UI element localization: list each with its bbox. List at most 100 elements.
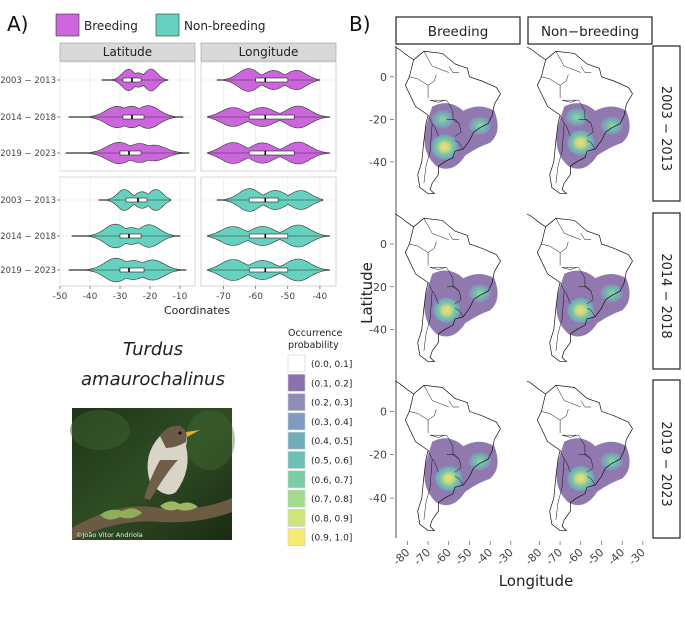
density-hotspot [468,116,491,135]
box-iqr [248,114,295,120]
country-border [555,291,565,352]
density-hotspot [600,284,623,303]
map-r2-c0 [394,380,501,532]
country-border [541,243,561,266]
occurrence-swatch-4 [287,431,306,450]
country-border [430,434,454,455]
country-border [562,267,577,270]
country-border [446,286,460,292]
density-hotspot [565,108,588,127]
bird-eye [178,431,182,435]
map-x-tick-label: -60 [432,546,454,568]
country-border [448,65,460,73]
country-border [423,385,449,408]
central-america-outline [526,46,546,61]
x-axis-label: Coordinates [164,304,230,317]
x-tick-label: -50 [53,292,68,302]
map-y-tick-label: 0 [380,238,387,251]
box-iqr [255,77,289,83]
map-row-strip-2: 2019 − 2023 [652,379,681,539]
country-border [555,51,581,73]
country-border [427,241,437,253]
country-border [409,76,429,98]
x-tick-label: -40 [83,292,98,302]
map-x-tick-label: -80 [523,546,545,568]
country-border [423,459,433,520]
country-border [423,123,433,184]
legend-label-1: Non-breeding [184,19,265,33]
density-hotspot [433,464,464,493]
box-iqr [248,150,295,156]
density-hotspot [429,132,460,161]
central-america-outline [394,213,414,228]
violin-panel-1-0 [59,176,196,287]
box-iqr [119,233,142,239]
country-border [409,243,429,266]
country-border [430,267,454,287]
occurrence-swatch-0 [287,354,306,373]
country-border [559,114,571,137]
violin-panel-0-1 [200,61,337,172]
row-strip-box [652,45,681,202]
x-tick-label: -60 [248,292,263,302]
country-border [427,114,439,137]
map-row-strip-0: 2003 − 2013 [652,45,681,202]
country-border [559,74,569,86]
box-iqr [248,233,289,239]
map-y-tick-label: -40 [369,324,387,337]
bird-photo: ©João Vitor Andriola [70,408,235,540]
box-iqr [248,197,279,203]
occurrence-swatch-3 [287,412,306,431]
species-name-epithet: amaurochalinus [81,369,225,390]
country-border [555,218,581,240]
country-border [562,434,577,438]
x-tick-label: -70 [216,292,231,302]
y-tick-label: 2003 − 2013 [0,196,56,206]
country-border [586,476,596,486]
map-y-tick-label: -40 [369,492,387,505]
occurrence-bin-label-5: (0.5, 0.6] [311,457,352,467]
country-border [578,119,592,124]
country-border [586,140,596,150]
x-tick-label: -50 [280,292,295,302]
map-x-tick-label: -50 [453,546,475,568]
y-tick-label: 2019 − 2023 [0,149,56,159]
country-border [423,291,433,352]
map-x-tick-label: -50 [585,546,607,568]
map-y-tick-label: -20 [369,113,387,126]
species-name-genus: Turdus [123,339,183,360]
map-row-strip-1: 2014 − 2018 [652,212,681,370]
y-tick-label: 2003 − 2013 [0,76,56,86]
country-border [584,454,594,473]
density-hotspot [600,452,623,471]
occurrence-swatch-8 [287,509,306,527]
occurrence-bin-label-7: (0.7, 0.8] [311,495,352,505]
y-tick-label: 2014 − 2018 [0,113,56,123]
legend-label-0: Breeding [84,19,138,33]
moss [160,501,198,511]
occurrence-swatch-5 [287,451,306,469]
country-border [452,119,462,137]
country-border [430,267,445,270]
panel-a-letter: A) [7,12,28,36]
country-border [562,99,586,120]
country-border [555,123,565,184]
box-iqr [119,267,145,273]
country-border [562,99,577,103]
country-border [580,65,592,73]
x-tick-label: -20 [143,292,158,302]
x-tick-label: -30 [113,292,128,302]
occurrence-swatch-6 [287,470,306,489]
central-america-outline [394,380,414,395]
country-border [580,400,592,408]
country-border [448,400,460,408]
legend-swatch-0 [55,13,80,37]
density-hotspot [431,110,454,129]
map-y-tick-label: 0 [380,71,387,84]
country-border [584,119,594,137]
legend-swatch-1 [155,13,180,37]
map-r0-c0 [394,46,501,195]
occurrence-swatch-2 [287,393,306,411]
map-y-axis-label: Latitude [358,262,376,324]
row-strip-box [652,212,681,370]
